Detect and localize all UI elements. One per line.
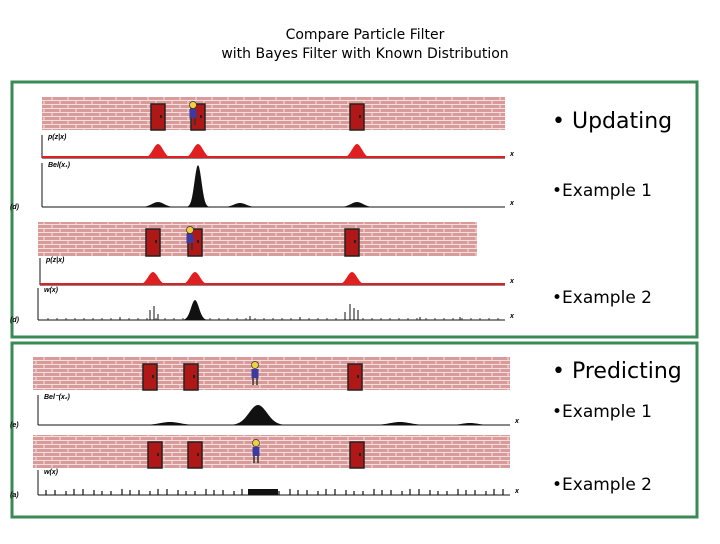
bullet: • Updating bbox=[552, 109, 672, 134]
axis-label: x bbox=[509, 151, 515, 158]
door bbox=[344, 228, 360, 257]
door-knob bbox=[197, 240, 199, 243]
curve bbox=[40, 272, 505, 285]
baseline bbox=[42, 156, 505, 158]
axis-label: w(x) bbox=[44, 469, 59, 476]
door bbox=[142, 363, 158, 391]
bullet: •Example 2 bbox=[552, 475, 652, 495]
wall bbox=[33, 435, 510, 468]
panel-tag: (d) bbox=[10, 204, 20, 211]
weight-cluster bbox=[248, 489, 278, 495]
curve bbox=[38, 300, 505, 320]
axis-label: p(z|x) bbox=[47, 134, 67, 141]
door-knob bbox=[200, 115, 202, 118]
person-legs bbox=[252, 378, 258, 385]
curve bbox=[42, 165, 505, 207]
panel-tag: (a) bbox=[10, 492, 19, 499]
door bbox=[145, 228, 161, 257]
axis-label: Bel(x₁) bbox=[48, 162, 71, 169]
person-body bbox=[189, 109, 197, 118]
panel-tag: (d) bbox=[10, 317, 20, 324]
axis-label: x bbox=[509, 278, 515, 285]
axis-label: x bbox=[514, 488, 520, 495]
curve bbox=[38, 405, 510, 425]
axis-label: x bbox=[509, 200, 515, 207]
bullet: •Example 2 bbox=[552, 288, 652, 308]
title-line: Compare Particle Filter bbox=[286, 27, 445, 43]
axis-label: Bel⁻(x₂) bbox=[44, 394, 70, 401]
baseline bbox=[40, 283, 505, 285]
bullet: •Example 1 bbox=[552, 402, 652, 422]
door bbox=[187, 441, 203, 469]
axis-label: w(x) bbox=[44, 287, 59, 294]
wall bbox=[38, 222, 477, 256]
door bbox=[347, 363, 363, 391]
door-knob bbox=[359, 453, 361, 456]
person-head bbox=[252, 439, 260, 447]
update-box bbox=[10, 80, 699, 339]
door-knob bbox=[197, 453, 199, 456]
door-knob bbox=[357, 375, 359, 378]
door bbox=[183, 363, 199, 391]
door-knob bbox=[157, 453, 159, 456]
door-knob bbox=[354, 240, 356, 243]
door bbox=[147, 441, 163, 469]
axis-label: p(z|x) bbox=[45, 257, 65, 264]
door-knob bbox=[359, 115, 361, 118]
person-head bbox=[251, 361, 259, 369]
door-knob bbox=[152, 375, 154, 378]
panel-tag: (e) bbox=[10, 422, 19, 429]
door bbox=[150, 103, 166, 131]
curve bbox=[42, 144, 505, 158]
bullet: • Predicting bbox=[552, 359, 682, 384]
person-legs bbox=[190, 118, 196, 125]
door bbox=[349, 103, 365, 131]
axis-label: x bbox=[509, 313, 515, 320]
person-body bbox=[251, 369, 259, 378]
axis-label: x bbox=[514, 418, 520, 425]
person-body bbox=[186, 234, 194, 243]
title-line: with Bayes Filter with Known Distributio… bbox=[221, 46, 508, 62]
person-legs bbox=[253, 456, 259, 463]
bullet: •Example 1 bbox=[552, 181, 652, 201]
person-head bbox=[189, 101, 197, 109]
figure: p(z|x) x Bel(x₁) x (d) p(z|x) x w(x) x (d) Bel⁻(x₂… bbox=[10, 97, 520, 499]
predict-box bbox=[10, 341, 699, 519]
wall bbox=[42, 97, 505, 130]
person-head bbox=[186, 226, 194, 234]
door-knob bbox=[193, 375, 195, 378]
door bbox=[349, 441, 365, 469]
person-legs bbox=[187, 243, 193, 250]
door-knob bbox=[155, 240, 157, 243]
person-body bbox=[252, 447, 260, 456]
door-knob bbox=[160, 115, 162, 118]
wall bbox=[33, 357, 510, 390]
